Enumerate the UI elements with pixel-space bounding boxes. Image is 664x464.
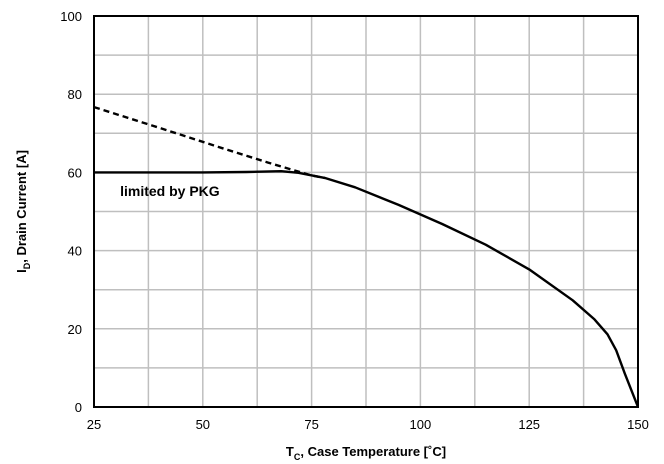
y-axis-title-subscript: D [22, 262, 32, 269]
x-axis-title: TC, Case Temperature [˚C] [286, 444, 446, 462]
series-line-solid [94, 170, 640, 408]
y-axis-title-rest: , Drain Current [A] [14, 150, 29, 263]
y-tick-label: 0 [75, 400, 82, 415]
y-axis-title-main: I [14, 269, 29, 273]
y-tick-label: 40 [68, 244, 82, 259]
y-tick-label: 60 [68, 165, 82, 180]
x-axis-title-subscript: C [294, 452, 301, 462]
x-tick-label: 100 [410, 417, 432, 432]
y-tick-label: 20 [68, 322, 82, 337]
plot-frame [93, 15, 639, 408]
grid [94, 16, 638, 407]
annotation-limited-by-pkg: limited by PKG [120, 183, 220, 199]
x-axis-title-rest: , Case Temperature [˚C] [300, 444, 446, 459]
x-tick-label: 75 [304, 417, 318, 432]
x-tick-label: 25 [87, 417, 101, 432]
x-tick-label: 50 [196, 417, 210, 432]
y-tick-label: 80 [68, 87, 82, 102]
series-line-dashed [93, 105, 325, 180]
y-tick-label: 100 [60, 9, 82, 24]
series-layer [93, 105, 640, 408]
x-axis-title-main: T [286, 444, 294, 459]
tick-labels: 25 50 75 100 125 150 0 20 40 60 80 100 [60, 9, 649, 432]
x-tick-label: 150 [627, 417, 649, 432]
x-tick-label: 125 [518, 417, 540, 432]
y-axis-title: ID, Drain Current [A] [14, 150, 32, 273]
